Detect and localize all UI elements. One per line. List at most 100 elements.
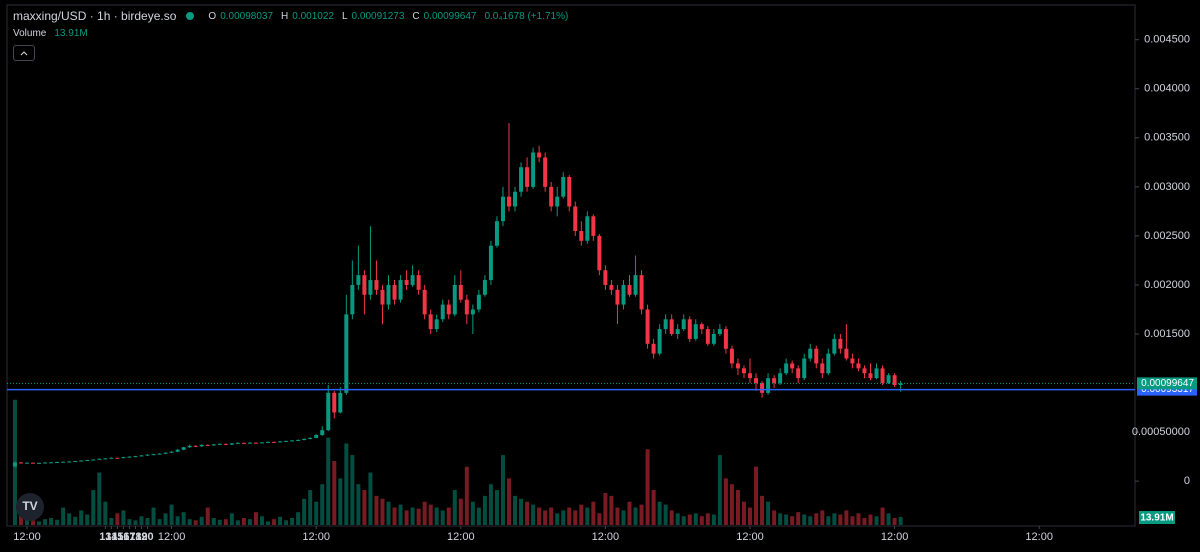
low-value: 0.00091273 [351,10,405,22]
candle-body [31,462,36,464]
volume-bar [296,512,301,525]
low-key: L [341,10,348,22]
volume-bar [886,513,891,525]
y-tick-label: 0.00050000 [1132,426,1190,438]
candle-body [735,363,740,369]
candle-body [79,460,84,462]
candle-body [513,191,518,207]
candle-body [266,441,271,443]
volume-bar [868,514,873,525]
candle-body [193,445,198,447]
candle-body [543,157,548,187]
volume-bar [597,513,602,525]
candle-body [790,363,795,369]
candle-body [115,457,120,459]
volume-bar [579,504,584,525]
close-key: C [412,10,420,22]
volume-bar [482,495,487,525]
candle-body [729,348,734,364]
volume-bar [645,449,650,525]
candle-body [717,329,722,334]
collapse-button[interactable] [13,45,35,61]
volume-bar [826,516,831,525]
volume-bar [808,516,813,525]
plot: 0 0.00050000 0.001500 0.002000 0.002500 0.003… [7,34,1197,543]
volume-legend: Volume 13.91M [13,28,88,39]
candle-body [103,458,108,460]
high-key: H [281,10,289,22]
x-tick-label: 12:00 [736,531,764,543]
candle-body [862,368,867,374]
candle-body [302,438,307,440]
volume-bar [422,501,427,525]
x-tick-label: 12:00 [13,531,41,543]
volume-bar [778,513,783,525]
candle-body [446,304,451,315]
volume-bar [741,501,746,525]
volume-bar [832,513,837,525]
candle-body [109,457,114,459]
y-tick-label: 0.003000 [1144,181,1190,193]
x-tick-label: 12:00 [1025,531,1053,543]
candle-body [663,319,668,330]
x-tick-label: 12:00 [158,531,186,543]
candle-body [121,457,126,459]
x-tick-label: 16 [117,531,129,543]
candle-body [573,206,578,231]
candle-body [488,245,493,281]
candle-body [416,275,421,290]
volume-bar [880,507,885,525]
candle-body [675,329,680,334]
volume-bar [163,513,168,525]
volume-title: Volume [13,28,47,39]
volume-bar [585,507,590,525]
volume-bar [525,501,530,525]
volume-bar [37,521,42,525]
volume-bar [55,519,60,525]
volume-bar [760,495,765,525]
volume-bar [561,510,566,525]
candle-body [772,378,777,384]
volume-bar [350,455,355,525]
candle-body [699,324,704,330]
y-tick-label: 0.004500 [1144,34,1190,46]
candle-body [838,338,843,349]
volume-bar [169,504,174,525]
candle-body [61,461,66,463]
volume-bar [410,507,415,525]
volume-bar [247,519,252,525]
volume-bar [380,498,385,525]
volume-bar [850,516,855,525]
change: 0.0₄1678 (+1.71%) [484,10,569,22]
candle-body [272,441,277,443]
x-tick-label: 12:00 [302,531,330,543]
candle-body [290,440,295,442]
volume-bar [314,501,319,525]
volume-bar [820,510,825,525]
volume-bar [374,495,379,525]
candle-body [808,348,813,359]
candle-body [802,358,807,379]
candle-body [591,216,596,236]
volume-bar [308,490,313,525]
volume-bar [193,520,198,525]
volume-bar [766,501,771,525]
candle-body [199,444,204,447]
volume-bar [49,518,54,525]
volume-bar [892,518,897,525]
volume-bar [898,516,903,525]
candle-body [320,430,325,436]
candle-body [151,454,156,456]
volume-bar [241,518,246,525]
candle-body [296,439,301,441]
candle-body [705,329,710,344]
candle-body [223,443,228,445]
candle-body [603,270,608,285]
candle-body [549,186,554,207]
candle-body [898,383,903,385]
volume-bar [199,516,204,525]
candle-body [344,314,349,393]
volume-bar [784,514,789,525]
candle-body [314,435,319,438]
